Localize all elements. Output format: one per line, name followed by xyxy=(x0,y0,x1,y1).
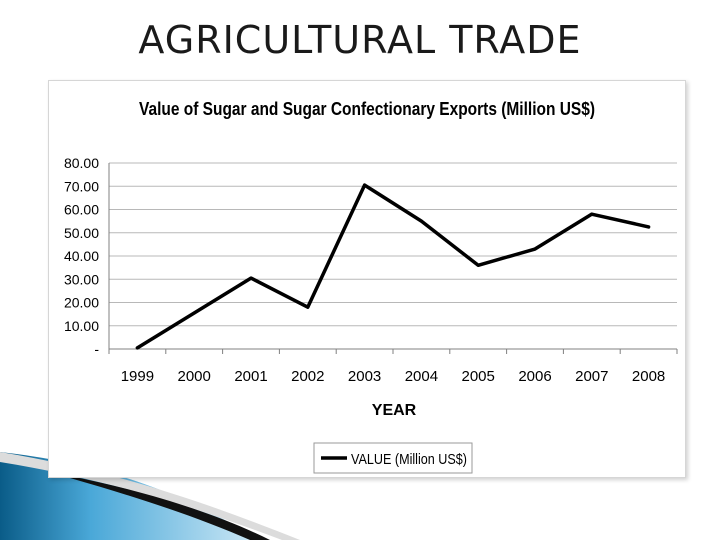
x-tick-label: 2006 xyxy=(518,368,551,385)
x-tick-label: 2008 xyxy=(632,368,665,385)
x-tick-label: 2004 xyxy=(405,368,438,385)
data-point xyxy=(647,225,651,229)
chart-title: Value of Sugar and Sugar Confectionary E… xyxy=(139,99,595,119)
data-point xyxy=(533,247,537,251)
x-tick-label: 2002 xyxy=(291,368,324,385)
y-tick-label: 40.00 xyxy=(64,248,99,264)
series-line xyxy=(135,183,651,350)
x-tick-label: 1999 xyxy=(121,368,154,385)
data-point xyxy=(363,183,367,187)
x-axis-title: YEAR xyxy=(372,402,417,419)
slide-title: AGRICULTURAL TRADE xyxy=(138,18,582,62)
data-point xyxy=(192,311,196,315)
data-point xyxy=(590,212,594,216)
data-point xyxy=(476,263,480,267)
y-tick-label: 60.00 xyxy=(64,202,99,218)
data-point xyxy=(135,346,139,350)
y-tick-label: 70.00 xyxy=(64,178,99,194)
x-tick-label: 2005 xyxy=(462,368,495,385)
x-tick-label: 2003 xyxy=(348,368,381,385)
x-tick-label: 2001 xyxy=(234,368,267,385)
data-point xyxy=(249,276,253,280)
legend-label: VALUE (Million US$) xyxy=(351,451,467,468)
y-tick-label: 50.00 xyxy=(64,225,99,241)
y-tick-label: 10.00 xyxy=(64,318,99,334)
y-tick-label: 20.00 xyxy=(64,295,99,311)
data-point xyxy=(306,305,310,309)
data-point xyxy=(419,219,423,223)
x-tick-label: 2007 xyxy=(575,368,608,385)
y-tick-label: 30.00 xyxy=(64,271,99,287)
y-tick-label: 80.00 xyxy=(64,155,99,171)
x-tick-label: 2000 xyxy=(178,368,211,385)
chart-frame: Value of Sugar and Sugar Confectionary E… xyxy=(48,80,686,478)
line-chart: Value of Sugar and Sugar Confectionary E… xyxy=(64,99,678,474)
y-tick-label: - xyxy=(94,341,99,357)
